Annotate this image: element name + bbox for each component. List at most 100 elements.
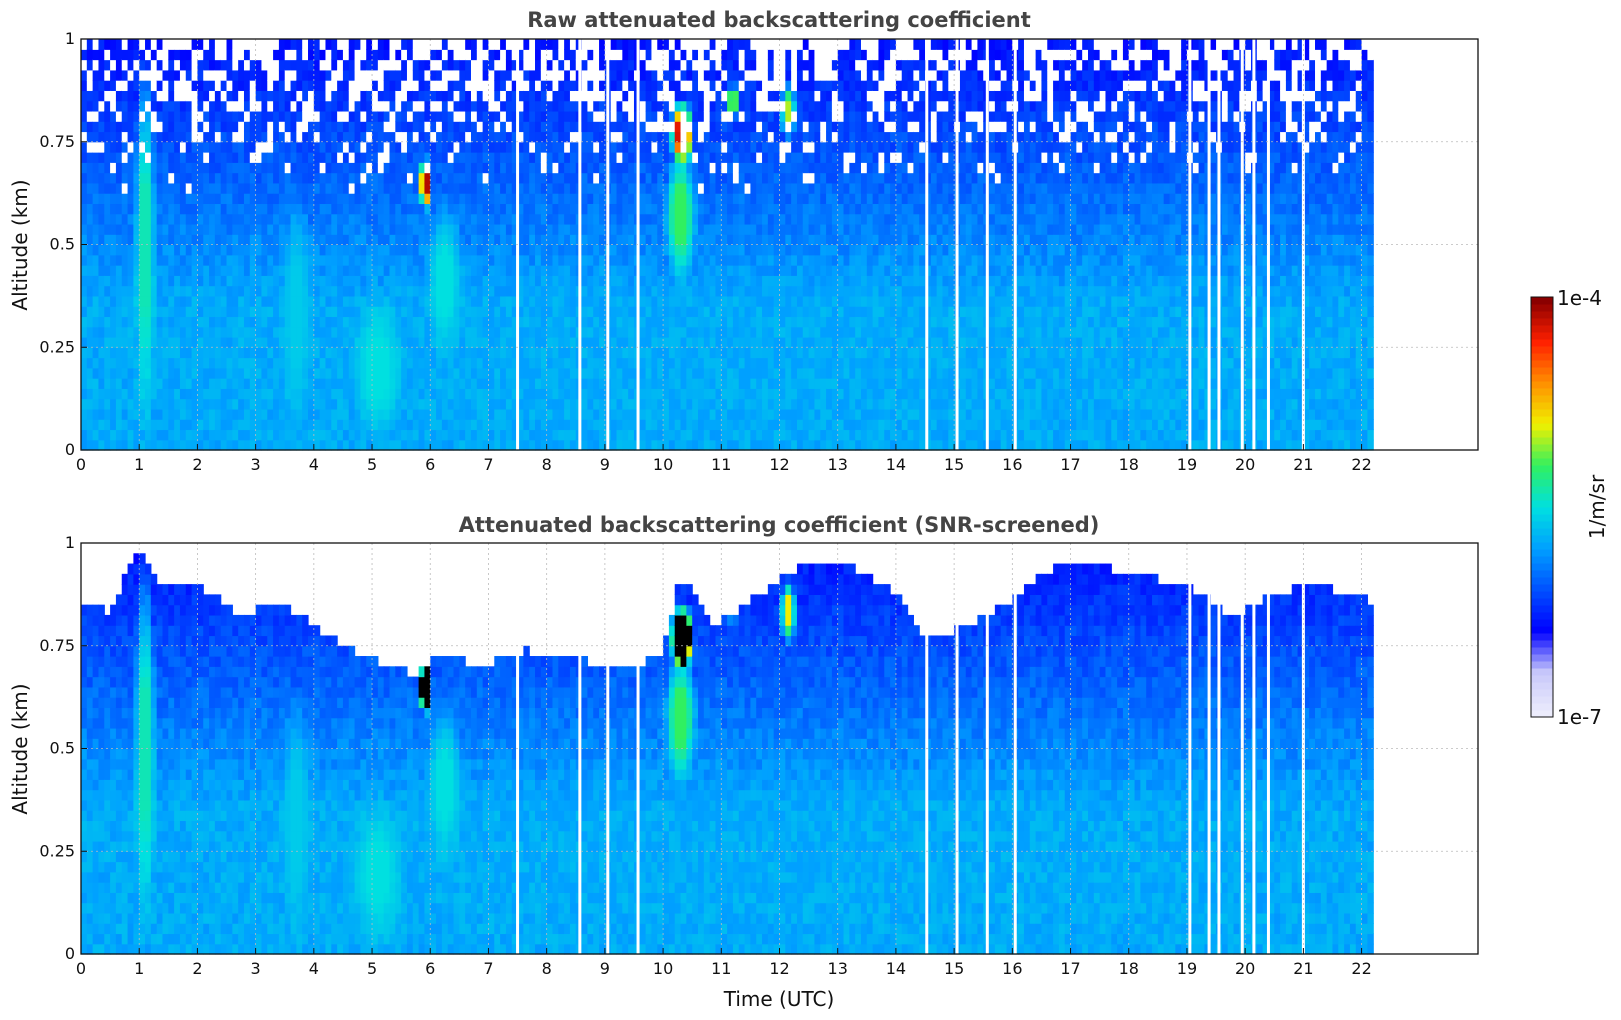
heatmap-cell (704, 152, 710, 163)
heatmap-cell (296, 419, 302, 430)
heatmap-cell (704, 70, 710, 81)
heatmap-cell (285, 368, 291, 379)
heatmap-cell (256, 60, 262, 71)
heatmap-cell (681, 368, 687, 379)
heatmap-cell (471, 80, 477, 91)
heatmap-cell (395, 306, 401, 317)
heatmap-cell (314, 337, 320, 348)
heatmap-cell (209, 327, 215, 338)
heatmap-cell (419, 49, 425, 60)
heatmap-cell (151, 152, 157, 163)
heatmap-cell (215, 162, 221, 173)
heatmap-cell (552, 327, 558, 338)
heatmap-cell (646, 440, 652, 451)
heatmap-cell (681, 255, 687, 266)
heatmap-cell (285, 162, 291, 173)
heatmap-cell (407, 316, 413, 327)
heatmap-cell (320, 121, 326, 132)
heatmap-cell (110, 286, 116, 297)
heatmap-cell (325, 70, 331, 81)
heatmap-cell (331, 265, 337, 276)
heatmap-cell (151, 121, 157, 132)
heatmap-cell (593, 409, 599, 420)
heatmap-cell (797, 49, 803, 60)
heatmap-cell (459, 265, 465, 276)
heatmap-cell (552, 378, 558, 389)
heatmap-cell (355, 60, 361, 71)
heatmap-cell (157, 296, 163, 307)
heatmap-cell (285, 111, 291, 122)
heatmap-cell (232, 358, 238, 369)
heatmap-cell (727, 173, 733, 184)
heatmap-cell (570, 193, 576, 204)
heatmap-cell (780, 152, 786, 163)
heatmap-cell (331, 234, 337, 245)
heatmap-cell (506, 60, 512, 71)
heatmap-cell (663, 378, 669, 389)
heatmap-cell (401, 162, 407, 173)
heatmap-cell (320, 419, 326, 430)
heatmap-cell (151, 101, 157, 112)
heatmap-cell (145, 142, 151, 153)
heatmap-cell (203, 337, 209, 348)
heatmap-cell (791, 429, 797, 440)
heatmap-cell (215, 368, 221, 379)
heatmap-cell (291, 388, 297, 399)
heatmap-cell (244, 306, 250, 317)
heatmap-cell (98, 162, 104, 173)
heatmap-cell (762, 255, 768, 266)
heatmap-cell (739, 306, 745, 317)
heatmap-cell (640, 316, 646, 327)
heatmap-cell (128, 224, 134, 235)
heatmap-cell (378, 388, 384, 399)
heatmap-cell (564, 162, 570, 173)
heatmap-cell (162, 296, 168, 307)
heatmap-cell (110, 183, 116, 194)
heatmap-cell (128, 80, 134, 91)
heatmap-cell (267, 409, 273, 420)
heatmap-cell (733, 440, 739, 451)
heatmap-cell (401, 90, 407, 101)
heatmap-cell (320, 265, 326, 276)
heatmap-cell (494, 399, 500, 410)
heatmap-cell (221, 90, 227, 101)
heatmap-cell (762, 224, 768, 235)
heatmap-cell (558, 347, 564, 358)
heatmap-cell (285, 275, 291, 286)
heatmap-cell (110, 90, 116, 101)
heatmap-cell (279, 347, 285, 358)
heatmap-cell (104, 440, 110, 451)
heatmap-cell (174, 399, 180, 410)
heatmap-cell (372, 224, 378, 235)
heatmap-cell (320, 347, 326, 358)
heatmap-cell (768, 152, 774, 163)
heatmap-cell (360, 347, 366, 358)
heatmap-cell (430, 183, 436, 194)
heatmap-cell (547, 49, 553, 60)
heatmap-cell (442, 121, 448, 132)
heatmap-cell (756, 440, 762, 451)
heatmap-cell (529, 49, 535, 60)
heatmap-cell (780, 316, 786, 327)
heatmap-cell (174, 378, 180, 389)
heatmap-cell (215, 111, 221, 122)
heatmap-cell (681, 131, 687, 142)
heatmap-cell (221, 296, 227, 307)
heatmap-cell (628, 234, 634, 245)
heatmap-cell (296, 296, 302, 307)
heatmap-cell (704, 193, 710, 204)
heatmap-cell (314, 388, 320, 399)
heatmap-cell (168, 388, 174, 399)
heatmap-cell (768, 183, 774, 194)
heatmap-cell (325, 286, 331, 297)
heatmap-cell (587, 358, 593, 369)
heatmap-cell (238, 121, 244, 132)
heatmap-cell (232, 255, 238, 266)
heatmap-cell (320, 296, 326, 307)
heatmap-cell (628, 39, 634, 50)
heatmap-cell (186, 368, 192, 379)
heatmap-cell (174, 49, 180, 60)
heatmap-cell (681, 224, 687, 235)
heatmap-cell (401, 378, 407, 389)
heatmap-cell (395, 316, 401, 327)
